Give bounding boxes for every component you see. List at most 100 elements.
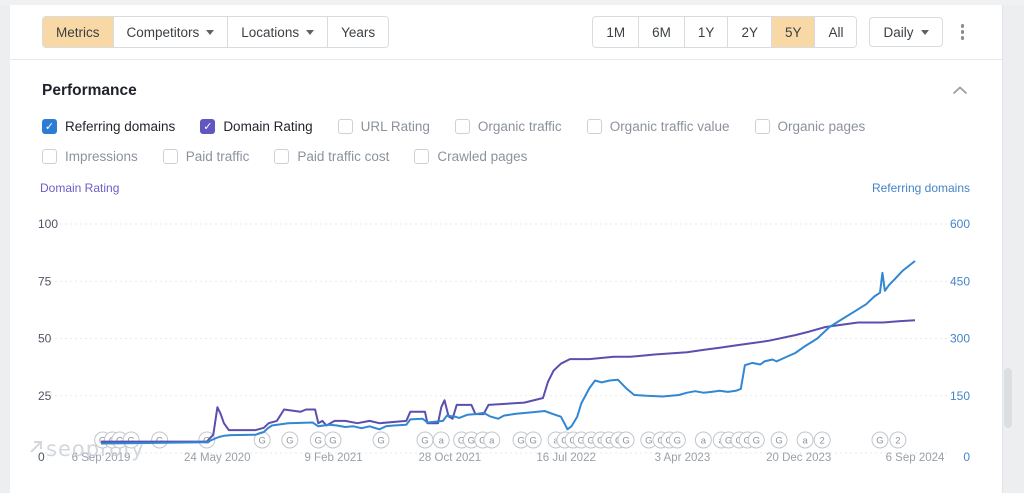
google-update-badge-glyph: G: [530, 436, 537, 447]
google-update-badge-glyph: G: [753, 436, 760, 447]
google-update-badge-glyph: a: [802, 436, 808, 447]
metric-paid-traffic-cost: Paid traffic cost: [274, 149, 389, 164]
google-update-badge[interactable]: [889, 431, 907, 449]
tab-years[interactable]: Years: [328, 17, 389, 47]
range-5y-button[interactable]: 5Y: [771, 17, 816, 47]
tab-competitors[interactable]: Competitors: [113, 17, 229, 47]
checkbox-organic-pages[interactable]: [754, 119, 770, 134]
metric-organic-traffic-value: Organic traffic value: [586, 119, 730, 134]
google-update-badge[interactable]: [524, 431, 542, 449]
tab-locations-label: Locations: [241, 24, 300, 40]
range-all-button[interactable]: All: [815, 17, 857, 47]
metrics-panel: Metrics Competitors Locations Years 1M 6…: [10, 0, 1002, 493]
google-update-badge[interactable]: [324, 431, 342, 449]
left-axis-tick: 25: [38, 389, 52, 403]
google-update-badge[interactable]: [747, 431, 765, 449]
metric-label: Impressions: [65, 149, 138, 164]
x-axis-tick: 28 Oct 2021: [419, 452, 482, 464]
x-axis-tick: 6 Sep 2024: [886, 452, 945, 464]
google-update-badge[interactable]: [151, 431, 169, 449]
metric-label: Organic traffic: [477, 119, 562, 134]
metric-label: URL Rating: [360, 119, 430, 134]
google-update-badge-glyph: a: [553, 436, 559, 447]
google-update-badge[interactable]: [813, 431, 831, 449]
tab-years-label: Years: [341, 24, 376, 40]
chart-area: Domain Rating Referring domains 100 600 75 45…: [10, 179, 1002, 481]
google-update-badge-glyph: G: [744, 436, 751, 447]
granularity-dropdown[interactable]: Daily: [869, 17, 943, 47]
google-update-badge[interactable]: [432, 431, 450, 449]
metric-organic-pages: Organic pages: [754, 119, 865, 134]
right-axis-title: Referring domains: [872, 181, 970, 195]
checkbox-referring-domains[interactable]: ✓: [42, 119, 57, 134]
dot: [960, 36, 964, 40]
metric-impressions: Impressions: [42, 149, 138, 164]
google-update-badge-glyph: G: [725, 436, 732, 447]
scrollbar-thumb[interactable]: [1004, 368, 1012, 428]
google-update-badge-glyph: G: [421, 436, 428, 447]
checkbox-organic-traffic-value[interactable]: [586, 119, 602, 134]
chevron-down-icon: [920, 30, 929, 35]
scrollbar-track[interactable]: [1002, 0, 1024, 493]
toolbar: Metrics Competitors Locations Years 1M 6…: [10, 0, 1002, 59]
google-update-badge-glyph: G: [876, 436, 883, 447]
page-title: Performance: [42, 82, 137, 99]
range-1m-button[interactable]: 1M: [593, 17, 640, 47]
metric-label: Crawled pages: [437, 149, 528, 164]
more-options-icon[interactable]: [955, 20, 971, 44]
checkbox-domain-rating[interactable]: ✓: [200, 119, 216, 134]
google-update-badge[interactable]: [796, 431, 814, 449]
chevron-down-icon: [206, 30, 215, 35]
google-update-badge-glyph: G: [587, 436, 594, 447]
metric-row-1: ✓ Referring domains ✓ Domain Rating URL …: [42, 119, 970, 134]
google-update-badge[interactable]: [617, 431, 635, 449]
granularity-label: Daily: [883, 24, 914, 40]
google-update-badge[interactable]: [871, 431, 889, 449]
google-update-badge[interactable]: [372, 431, 390, 449]
range-2y-button[interactable]: 2Y: [728, 17, 772, 47]
metric-label: Domain Rating: [223, 119, 313, 134]
range-1y-button[interactable]: 1Y: [684, 17, 729, 47]
google-update-badge[interactable]: [281, 431, 299, 449]
google-update-badge[interactable]: [668, 431, 686, 449]
x-axis-tick: 24 May 2020: [184, 452, 251, 464]
checkbox-paid-traffic-cost[interactable]: [274, 149, 290, 164]
google-update-badge[interactable]: [770, 431, 788, 449]
x-axis-tick: 9 Feb 2021: [304, 452, 362, 464]
checkbox-crawled-pages[interactable]: [414, 149, 430, 164]
x-axis-tick: 20 Dec 2023: [766, 452, 831, 464]
left-axis-title: Domain Rating: [40, 181, 119, 195]
range-6m-button[interactable]: 6M: [639, 17, 685, 47]
google-update-badge-glyph: 2: [820, 436, 825, 447]
google-update-badge-glyph: G: [605, 436, 612, 447]
series-line-referring-domains: [100, 260, 916, 445]
google-update-badge-glyph: a: [489, 436, 495, 447]
collapse-chevron-up-icon[interactable]: [950, 80, 970, 102]
right-axis-tick: 300: [950, 332, 970, 346]
tab-metrics[interactable]: Metrics: [43, 17, 114, 47]
checkbox-impressions[interactable]: [42, 149, 57, 164]
tab-locations[interactable]: Locations: [228, 17, 329, 47]
checkbox-url-rating[interactable]: [337, 119, 353, 134]
google-update-badge[interactable]: [483, 431, 501, 449]
range-6m-label: 6M: [652, 24, 671, 40]
google-update-badge-glyph: a: [439, 436, 445, 447]
series-line-domain-rating: [101, 319, 916, 443]
checkbox-organic-traffic[interactable]: [454, 119, 470, 134]
dot: [960, 30, 964, 34]
range-all-label: All: [828, 24, 844, 40]
metric-label: Paid traffic: [185, 149, 250, 164]
left-axis-tick: 50: [38, 332, 52, 346]
google-update-badge-glyph: G: [674, 436, 681, 447]
google-update-badge-glyph: G: [329, 436, 336, 447]
google-update-badge-glyph: G: [377, 436, 384, 447]
checkbox-paid-traffic[interactable]: [162, 149, 178, 164]
google-update-badge-glyph: a: [701, 436, 707, 447]
right-axis-tick: 600: [950, 217, 970, 231]
range-1m-label: 1M: [606, 24, 626, 40]
google-update-badge[interactable]: [694, 431, 712, 449]
google-update-badge-glyph: G: [517, 436, 524, 447]
metric-label: Organic traffic value: [609, 119, 730, 134]
range-controls: 1M 6M 1Y 2Y 5Y All Daily: [592, 16, 970, 48]
